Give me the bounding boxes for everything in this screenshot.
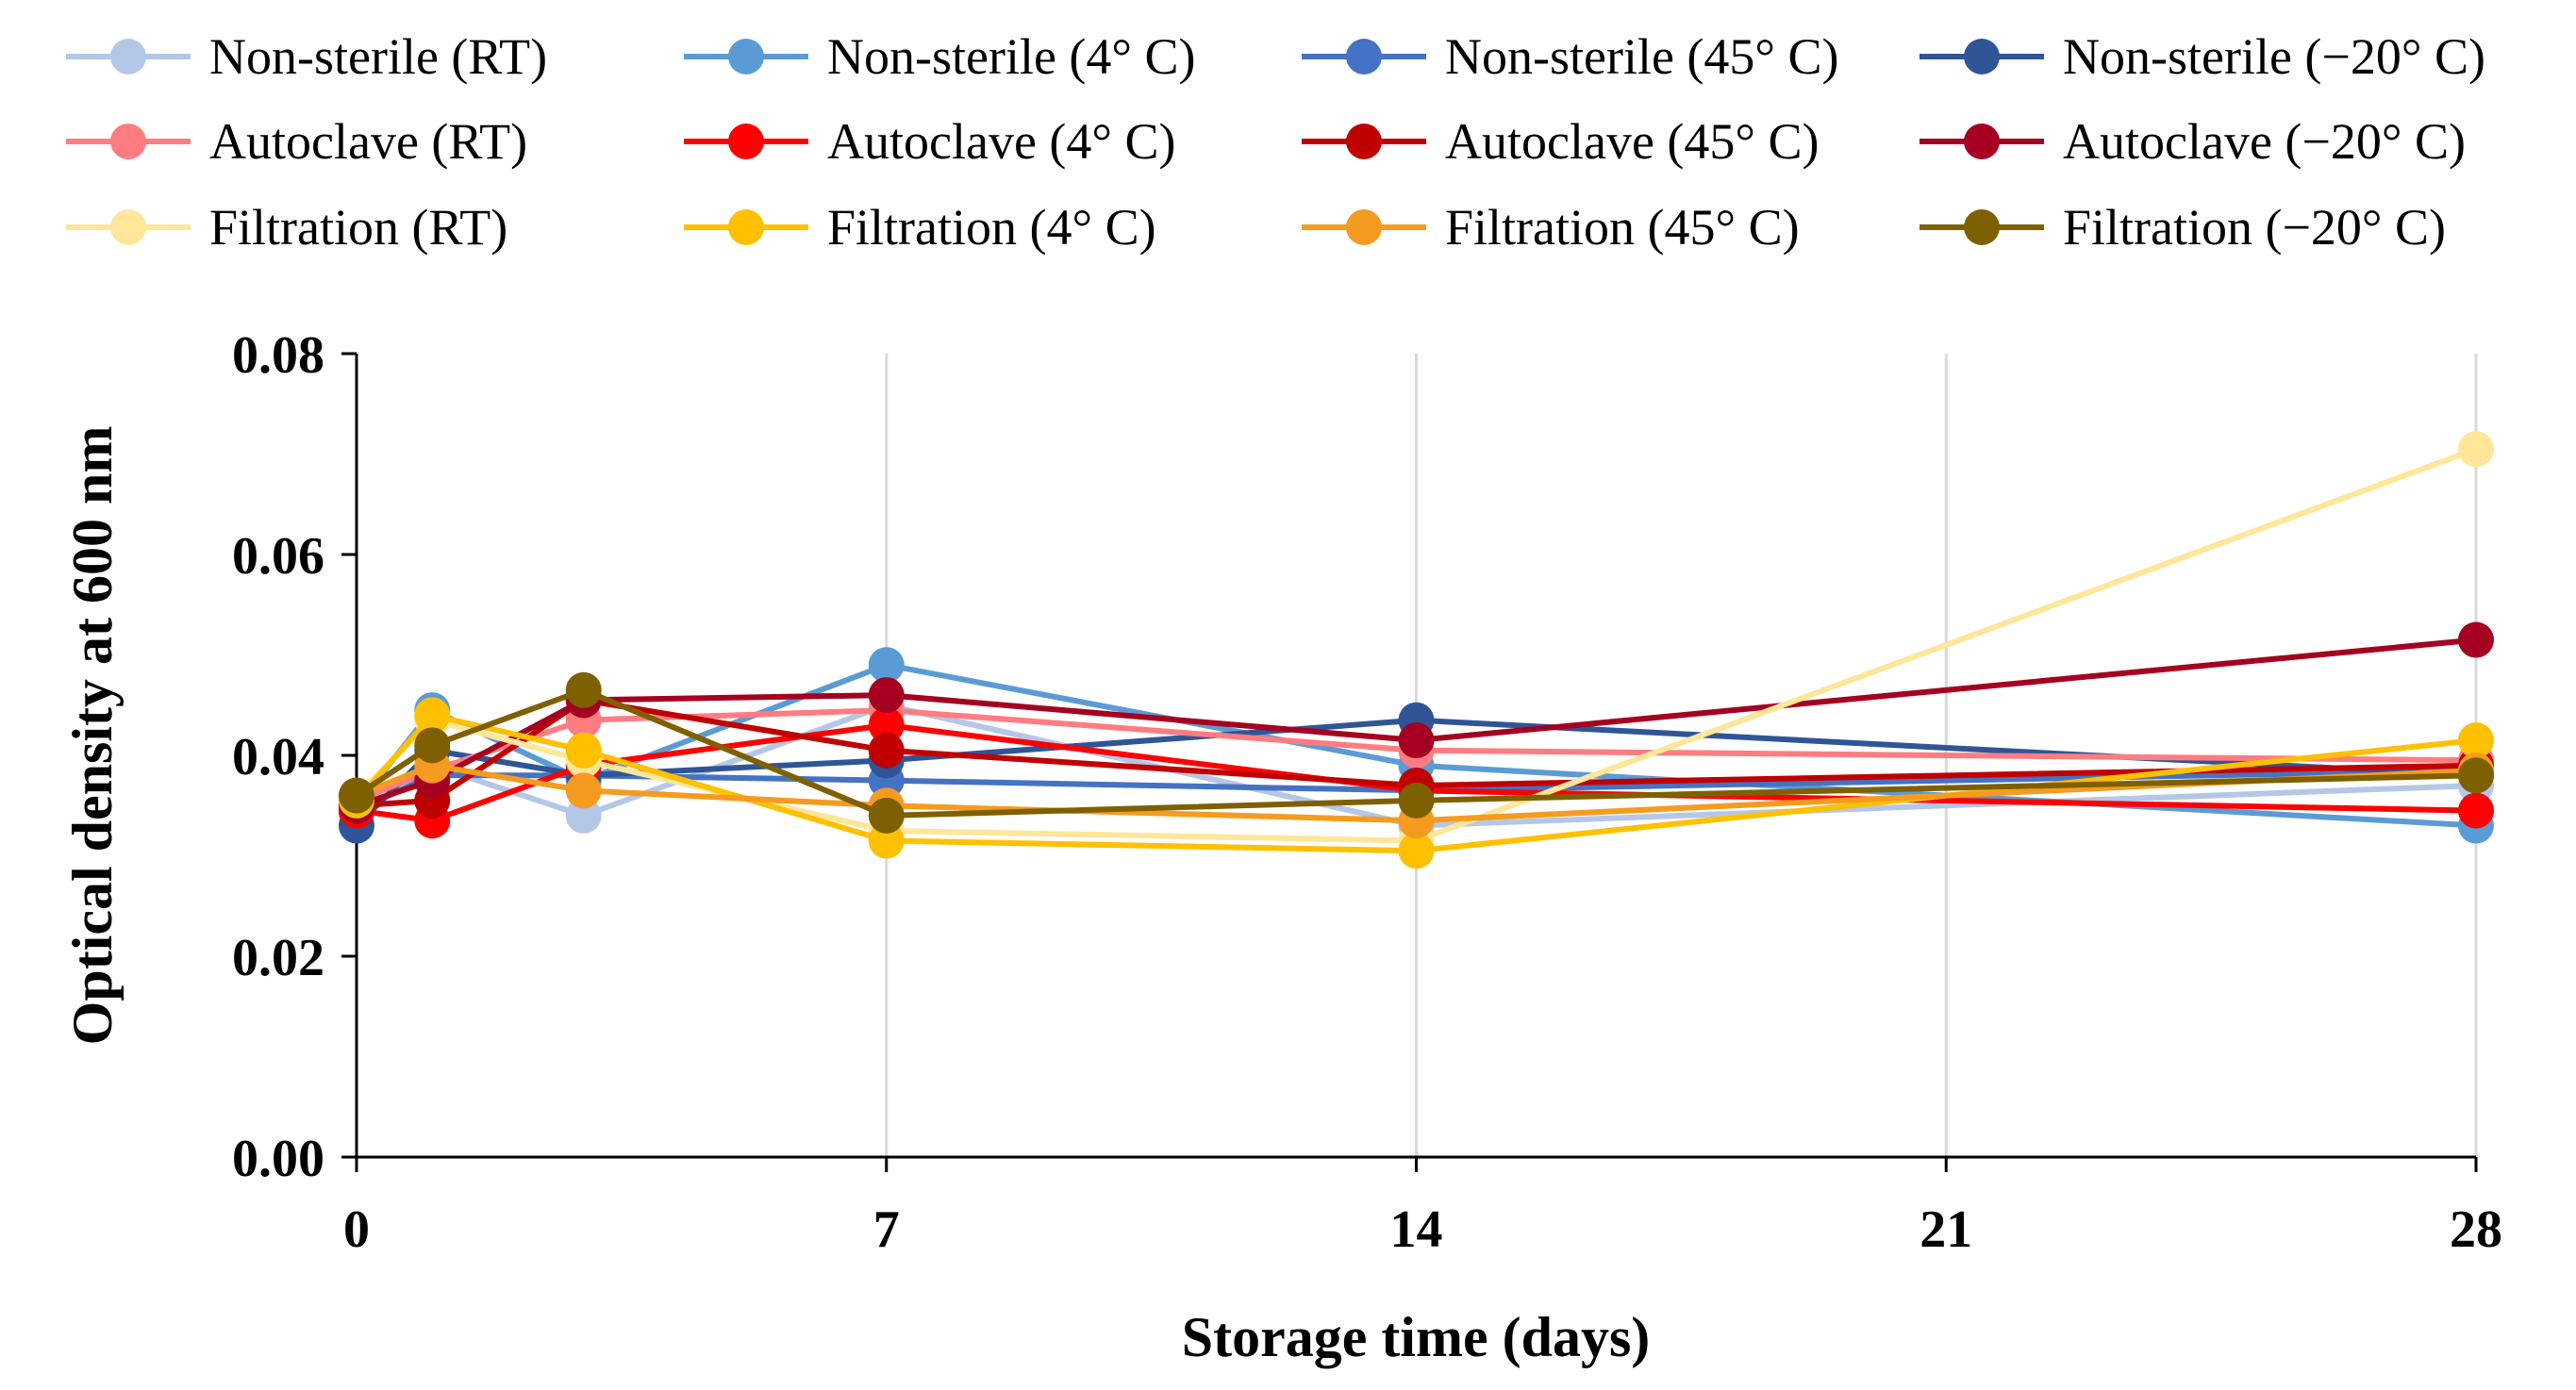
data-point [565,772,602,809]
x-tick-label: 0 [343,1200,370,1259]
legend-marker [1964,124,2000,159]
data-point [2458,431,2494,468]
data-point [1398,833,1435,869]
legend-item: Non-sterile (RT) [66,28,547,85]
legend-label: Autoclave (RT) [209,113,527,170]
data-point [868,647,905,684]
x-tick-label: 7 [873,1200,900,1259]
data-point [414,727,451,764]
y-tick-label: 0.08 [232,326,324,385]
legend-marker [1346,39,1382,74]
legend-label: Autoclave (4° C) [827,113,1175,170]
legend-marker [1964,39,2000,74]
y-axis-ticks: 0.00 0.02 0.04 0.06 0.08 [232,326,357,1188]
data-point [2458,722,2494,759]
data-point [2458,757,2494,794]
data-point [868,707,905,744]
legend-label: Autoclave (−20° C) [2063,113,2466,170]
data-series [339,431,2494,869]
legend-label: Non-sterile (4° C) [827,28,1196,85]
legend-marker [110,209,146,245]
data-point [868,822,905,859]
legend: Non-sterile (RT) Non-sterile (4° C) Non-st… [66,28,2485,256]
legend-item: Autoclave (−20° C) [1920,113,2466,170]
data-point [414,697,451,734]
legend-marker [1964,209,2000,245]
data-point [2458,621,2494,658]
legend-item: Non-sterile (4° C) [684,28,1196,85]
y-axis-title: Optical density at 600 nm [61,426,124,1046]
legend-item: Non-sterile (−20° C) [1920,28,2485,85]
legend-item: Non-sterile (45° C) [1302,28,1839,85]
legend-marker [728,124,764,159]
legend-label: Filtration (4° C) [827,199,1156,256]
legend-marker [1346,209,1382,245]
data-point [2458,792,2494,829]
data-point [565,797,602,834]
legend-label: Filtration (RT) [209,199,507,256]
legend-item: Filtration (RT) [66,199,507,256]
y-tick-label: 0.00 [232,1130,324,1188]
x-tick-label: 28 [2450,1200,2502,1259]
legend-item: Autoclave (45° C) [1302,113,1819,170]
legend-marker [728,209,764,245]
data-point [565,732,602,769]
y-tick-label: 0.04 [232,728,324,786]
data-point [1398,722,1435,759]
x-tick-label: 14 [1390,1200,1443,1259]
legend-item: Filtration (−20° C) [1920,199,2446,256]
series-12 [339,671,2494,834]
legend-item: Autoclave (RT) [66,113,527,170]
legend-marker [110,39,146,74]
legend-label: Non-sterile (RT) [209,28,547,85]
y-tick-label: 0.02 [232,929,324,987]
data-point [868,732,905,769]
legend-label: Non-sterile (−20° C) [2063,28,2485,85]
data-point [339,777,374,814]
data-point [565,671,602,708]
data-point [1398,782,1435,819]
legend-item: Filtration (45° C) [1302,199,1800,256]
legend-item: Filtration (4° C) [684,199,1156,256]
x-axis-ticks: 0 7 14 21 28 [343,1157,2502,1259]
data-point [868,797,905,834]
data-point [868,677,905,714]
legend-label: Autoclave (45° C) [1445,113,1819,170]
x-axis-title: Storage time (days) [1182,1306,1651,1368]
y-tick-label: 0.06 [232,527,324,586]
legend-marker [728,39,764,74]
legend-label: Non-sterile (45° C) [1445,28,1839,85]
x-tick-label: 21 [1920,1200,1972,1259]
legend-item: Autoclave (4° C) [684,113,1175,170]
legend-label: Filtration (45° C) [1445,199,1800,256]
legend-marker [110,124,146,159]
legend-label: Filtration (−20° C) [2063,199,2446,256]
legend-marker [1346,124,1382,159]
